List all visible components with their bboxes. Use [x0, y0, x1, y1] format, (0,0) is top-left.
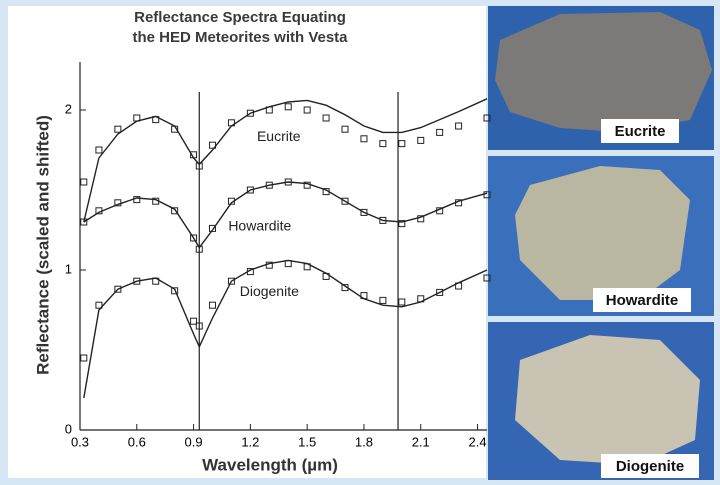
x-tick-label: 2.1	[412, 434, 430, 449]
vesta-point	[284, 260, 292, 268]
vesta-point	[227, 277, 235, 285]
vesta-point	[133, 196, 141, 204]
vesta-point	[152, 116, 160, 124]
photo-label: Eucrite	[615, 123, 666, 140]
vesta-point	[284, 103, 292, 111]
chart-title: the HED Meteorites with Vesta	[132, 29, 348, 46]
vesta-point	[379, 140, 387, 148]
vesta-point	[152, 277, 160, 285]
vesta-point	[190, 151, 198, 159]
vesta-point	[171, 125, 179, 133]
vesta-point	[303, 181, 311, 189]
vesta-point	[209, 301, 217, 309]
vesta-point	[341, 197, 349, 205]
vesta-point	[114, 125, 122, 133]
vesta-point	[436, 288, 444, 296]
photo-panel	[488, 322, 714, 480]
y-tick-label: 0	[65, 421, 72, 436]
x-tick-label: 2.4	[468, 434, 486, 449]
photo-label: Howardite	[606, 292, 679, 309]
vesta-point	[379, 296, 387, 304]
vesta-point	[341, 284, 349, 292]
vesta-point	[360, 135, 368, 143]
vesta-point	[322, 188, 330, 196]
vesta-point	[265, 106, 273, 114]
photo-label-box	[601, 119, 679, 143]
vesta-point	[209, 141, 217, 149]
vesta-point	[246, 109, 254, 117]
spectrum-line	[83, 259, 488, 399]
vesta-point	[80, 178, 88, 186]
vesta-point	[265, 181, 273, 189]
vesta-point	[246, 186, 254, 194]
photo-label: Diogenite	[616, 458, 684, 475]
vesta-point	[133, 114, 141, 122]
vesta-point	[483, 274, 491, 282]
vesta-point	[455, 199, 463, 207]
vesta-point	[284, 178, 292, 186]
vesta-point	[195, 245, 203, 253]
vesta-point	[360, 208, 368, 216]
vesta-point	[195, 162, 203, 170]
vesta-point	[483, 191, 491, 199]
vesta-point	[341, 125, 349, 133]
vesta-point	[227, 197, 235, 205]
vesta-point	[398, 298, 406, 306]
vesta-point	[209, 224, 217, 232]
vesta-point	[152, 197, 160, 205]
vesta-point	[95, 301, 103, 309]
vesta-point	[80, 218, 88, 226]
x-tick-label: 0.3	[71, 434, 89, 449]
vesta-point	[133, 277, 141, 285]
vesta-point	[417, 295, 425, 303]
vesta-point	[322, 272, 330, 280]
vesta-point	[398, 220, 406, 228]
vesta-point	[114, 199, 122, 207]
vesta-point	[171, 287, 179, 295]
x-tick-label: 1.2	[241, 434, 259, 449]
photo-label-box	[601, 454, 699, 478]
vesta-point	[379, 216, 387, 224]
vesta-point	[195, 322, 203, 330]
vesta-point	[190, 234, 198, 242]
photo-label-box	[593, 288, 691, 312]
vesta-point	[436, 128, 444, 136]
chart-panel	[8, 6, 486, 478]
vesta-point	[455, 122, 463, 130]
vesta-point	[483, 114, 491, 122]
x-tick-label: 1.5	[298, 434, 316, 449]
vesta-point	[265, 261, 273, 269]
x-tick-label: 0.6	[128, 434, 146, 449]
spectrum-line	[83, 181, 488, 249]
vesta-point	[455, 282, 463, 290]
vesta-point	[190, 317, 198, 325]
vesta-point	[114, 285, 122, 293]
series-label: Diogenite	[240, 283, 299, 299]
vesta-point	[95, 207, 103, 215]
vesta-point	[303, 263, 311, 271]
y-axis-label: Reflectance (scaled and shifted)	[33, 115, 52, 375]
vesta-point	[303, 106, 311, 114]
vesta-point	[360, 292, 368, 300]
vesta-point	[322, 114, 330, 122]
x-tick-label: 0.9	[185, 434, 203, 449]
series-label: Eucrite	[257, 128, 301, 144]
vesta-point	[246, 268, 254, 276]
vesta-point	[171, 207, 179, 215]
y-tick-label: 2	[65, 101, 72, 116]
vesta-point	[95, 146, 103, 154]
chart-title: Reflectance Spectra Equating	[134, 9, 346, 26]
vesta-point	[436, 207, 444, 215]
x-tick-label: 1.8	[355, 434, 373, 449]
vesta-point	[80, 354, 88, 362]
series-label: Howardite	[228, 218, 291, 234]
x-axis-label: Wavelength (µm)	[202, 455, 338, 474]
vesta-point	[417, 215, 425, 223]
vesta-point	[398, 140, 406, 148]
y-tick-label: 1	[65, 261, 72, 276]
vesta-point	[227, 119, 235, 127]
vesta-point	[417, 136, 425, 144]
